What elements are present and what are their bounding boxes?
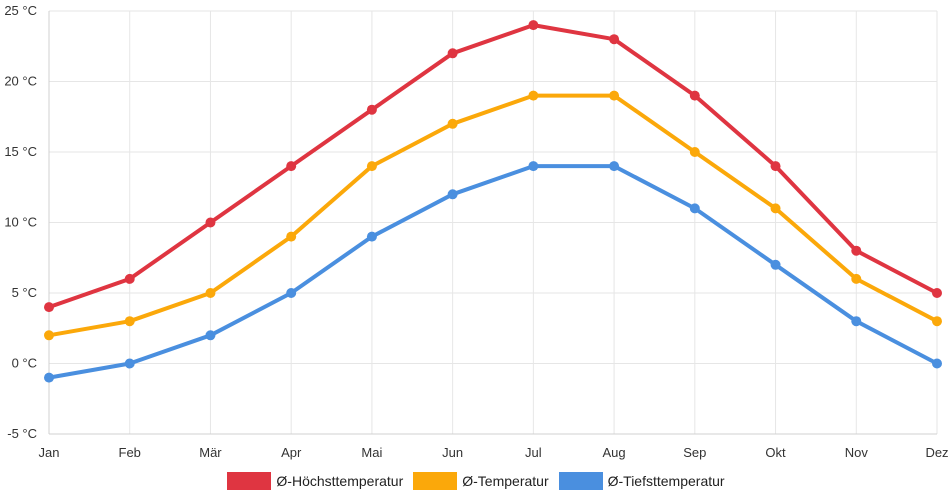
- data-point[interactable]: [689, 90, 700, 101]
- data-point[interactable]: [689, 147, 700, 157]
- x-tick-label: Dez: [925, 445, 948, 460]
- legend-label-low: Ø-Tiefsttemperatur: [607, 473, 725, 489]
- x-tick-label: Mär: [199, 445, 222, 460]
- data-point[interactable]: [609, 34, 620, 45]
- x-tick-label: Jul: [525, 445, 542, 460]
- y-tick-label: 0 °C: [12, 356, 37, 371]
- legend-item-low[interactable]: Ø-Tiefsttemperatur: [558, 472, 725, 490]
- y-tick-label: -5 °C: [7, 426, 37, 441]
- legend-label-mean: Ø-Temperatur: [462, 473, 549, 489]
- data-point[interactable]: [851, 273, 862, 284]
- series-line: [47, 23, 939, 310]
- data-point[interactable]: [44, 302, 54, 313]
- x-tick-label: Feb: [119, 445, 141, 460]
- data-point[interactable]: [44, 372, 54, 383]
- data-point[interactable]: [770, 203, 781, 214]
- data-point[interactable]: [770, 259, 781, 270]
- legend-swatch-low: [558, 472, 603, 490]
- x-tick-label: Mai: [361, 445, 382, 460]
- legend-swatch-mean: [413, 472, 458, 490]
- x-tick-label: Nov: [845, 445, 869, 460]
- y-tick-label: 20 °C: [4, 74, 37, 89]
- data-point[interactable]: [528, 161, 539, 172]
- data-point[interactable]: [932, 288, 942, 298]
- data-point[interactable]: [286, 231, 297, 242]
- series-line: [47, 164, 939, 380]
- y-axis-ticks: 25 °C 20 °C 15 °C 10 °C 5 °C 0 °C -5 °C: [4, 3, 37, 441]
- data-point[interactable]: [770, 161, 781, 172]
- x-tick-label: Sep: [683, 445, 706, 460]
- data-point[interactable]: [286, 288, 297, 298]
- x-tick-label: Okt: [765, 445, 786, 460]
- data-point[interactable]: [205, 288, 216, 298]
- data-point[interactable]: [609, 161, 620, 172]
- legend-item-mean[interactable]: Ø-Temperatur: [413, 472, 549, 490]
- data-point[interactable]: [366, 161, 377, 172]
- x-tick-label: Jun: [442, 445, 463, 460]
- series-lines: [44, 20, 942, 383]
- data-point[interactable]: [124, 358, 135, 369]
- data-point[interactable]: [528, 90, 539, 101]
- legend: Ø-Höchsttemperatur Ø-Temperatur Ø-Tiefst…: [0, 472, 952, 490]
- grid: [48, 10, 938, 435]
- legend-label-high: Ø-Höchsttemperatur: [276, 473, 404, 489]
- data-point[interactable]: [124, 273, 135, 284]
- y-tick-label: 25 °C: [4, 3, 37, 18]
- series-0: [44, 20, 942, 313]
- data-point[interactable]: [205, 330, 216, 341]
- data-point[interactable]: [932, 316, 942, 327]
- data-point[interactable]: [124, 316, 135, 327]
- data-point[interactable]: [932, 358, 942, 369]
- data-point[interactable]: [286, 161, 297, 172]
- y-tick-label: 10 °C: [4, 215, 37, 230]
- x-tick-label: Aug: [603, 445, 626, 460]
- data-point[interactable]: [447, 48, 458, 59]
- series-line: [47, 93, 939, 338]
- data-point[interactable]: [851, 245, 862, 256]
- series-1: [44, 90, 942, 341]
- data-point[interactable]: [366, 104, 377, 115]
- x-tick-label: Jan: [39, 445, 60, 460]
- data-point[interactable]: [851, 316, 862, 327]
- data-point[interactable]: [366, 231, 377, 242]
- x-tick-label: Apr: [281, 445, 302, 460]
- data-point[interactable]: [689, 203, 700, 214]
- series-2: [44, 161, 942, 383]
- x-axis-ticks: Jan Feb Mär Apr Mai Jun Jul Aug Sep Okt Nov Dez: [39, 445, 949, 460]
- legend-swatch-high: [227, 472, 272, 490]
- y-tick-label: 5 °C: [12, 285, 37, 300]
- data-point[interactable]: [44, 330, 54, 341]
- data-point[interactable]: [528, 20, 539, 31]
- data-point[interactable]: [609, 90, 620, 101]
- y-tick-label: 15 °C: [4, 144, 37, 159]
- data-point[interactable]: [447, 118, 458, 129]
- data-point[interactable]: [205, 217, 216, 228]
- temperature-line-chart: 25 °C 20 °C 15 °C 10 °C 5 °C 0 °C -5 °C Jan Feb…: [4, 3, 949, 460]
- legend-item-high[interactable]: Ø-Höchsttemperatur: [227, 472, 403, 490]
- data-point[interactable]: [447, 189, 458, 200]
